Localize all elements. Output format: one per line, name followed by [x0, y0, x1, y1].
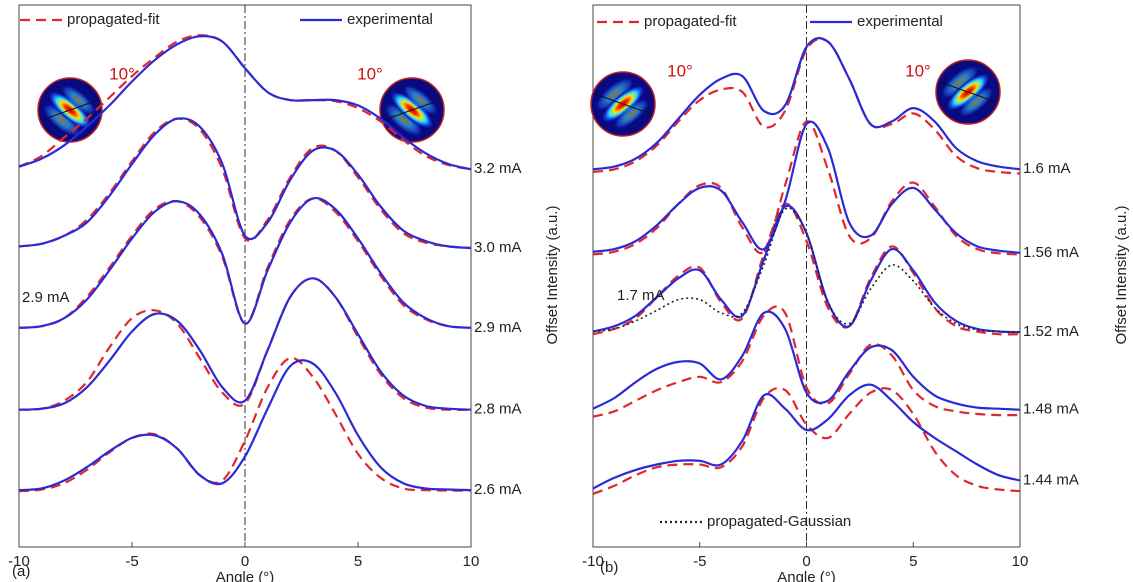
page: -10-50510Angle (°)Offset Intensity (a.u.…	[0, 0, 1133, 582]
curve-label: 2.6 mA	[474, 481, 522, 498]
curve-label: 1.48 mA	[1023, 401, 1079, 418]
annotation: 10°	[905, 61, 931, 80]
curve-label: 1.6 mA	[1023, 160, 1071, 177]
panel-label: (b)	[600, 559, 618, 576]
curve-label: 2.8 mA	[474, 401, 522, 418]
y-axis-label: Offset Intensity (a.u.)	[1113, 206, 1130, 345]
x-tick-label: 10	[1012, 553, 1029, 570]
x-tick-label: 0	[241, 553, 249, 570]
curve-label: 1.52 mA	[1023, 323, 1079, 340]
annotation: 10°	[667, 61, 693, 80]
curve-label: 1.44 mA	[1023, 471, 1079, 488]
y-axis-label: Offset Intensity (a.u.)	[544, 206, 561, 345]
beam-inset	[379, 78, 444, 142]
legend-label: experimental	[347, 11, 433, 28]
figure: -10-50510Angle (°)Offset Intensity (a.u.…	[0, 0, 1133, 582]
curve-label: 3.0 mA	[474, 239, 522, 256]
legend-label: experimental	[857, 13, 943, 30]
annotation: 10°	[357, 64, 383, 83]
beam-inset	[590, 72, 655, 136]
beam-inset	[37, 78, 102, 142]
x-tick-label: 0	[802, 553, 810, 570]
annotation: 1.7 mA	[617, 287, 665, 304]
annotation: 2.9 mA	[22, 289, 70, 306]
x-tick-label: 10	[463, 553, 480, 570]
x-tick-label: -5	[693, 553, 706, 570]
annotation: 10°	[109, 64, 135, 83]
curve-label: 1.56 mA	[1023, 244, 1079, 261]
legend-label: propagated-fit	[67, 11, 160, 28]
x-axis-label: Angle (°)	[777, 569, 836, 582]
beam-inset	[935, 60, 1000, 124]
legend-label: propagated-fit	[644, 13, 737, 30]
x-tick-label: -5	[125, 553, 138, 570]
x-tick-label: 5	[909, 553, 917, 570]
curve-label: 2.9 mA	[474, 319, 522, 336]
curve-label: 3.2 mA	[474, 160, 522, 177]
x-tick-label: 5	[354, 553, 362, 570]
legend-label: propagated-Gaussian	[707, 513, 851, 530]
panel-label: (a)	[12, 563, 30, 580]
x-axis-label: Angle (°)	[216, 569, 275, 582]
